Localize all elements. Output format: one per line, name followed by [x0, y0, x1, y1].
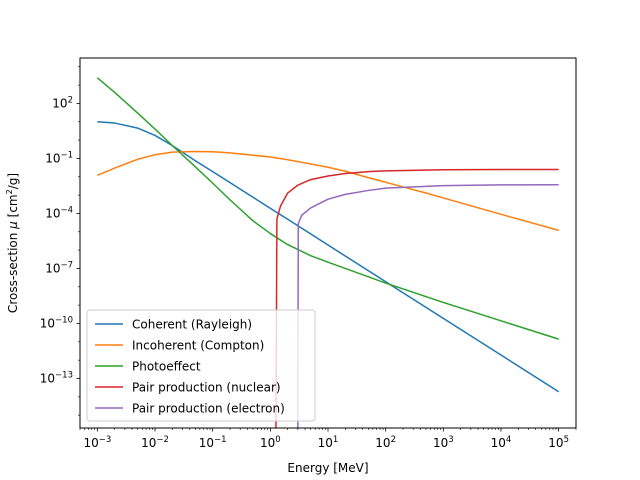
y-tick-label: 10−10: [40, 315, 73, 330]
x-tick-label: 100: [260, 435, 281, 450]
y-axis-label: Cross-section μ [cm2/g]: [5, 173, 20, 313]
y-axis: 10−13 10−10 10−7 10−4 10−1 102: [40, 66, 80, 416]
y-tick-label: 10−1: [45, 150, 73, 165]
series-line-3: [96, 77, 559, 340]
legend-label-5: Pair production (electron): [132, 402, 285, 416]
series-line-4: [275, 168, 559, 428]
x-axis: 10−3 10−2 10−1 100 101 102 103 104 105: [79, 428, 577, 450]
x-tick-label: 105: [548, 435, 569, 450]
series-line-5: [297, 183, 559, 428]
plot-area: [79, 57, 577, 429]
legend-label-2: Incoherent (Compton): [132, 339, 264, 353]
legend-label-3: Photoeffect: [132, 360, 201, 374]
y-tick-label: 10−4: [45, 205, 73, 220]
legend: Coherent (Rayleigh) Incoherent (Compton) P…: [86, 309, 316, 422]
legend-label-4: Pair production (nuclear): [132, 381, 281, 395]
y-tick-label: 102: [52, 95, 73, 110]
series-line-2: [97, 150, 559, 232]
x-axis-label: Energy [MeV]: [287, 461, 368, 475]
series-group: [96, 77, 560, 428]
x-tick-label: 10−3: [83, 435, 111, 450]
y-tick-label: 10−7: [45, 260, 73, 275]
x-tick-label: 102: [375, 435, 396, 450]
legend-box: [86, 309, 316, 422]
x-tick-label: 10−1: [199, 435, 227, 450]
series-line-1: [97, 121, 560, 393]
x-tick-label: 103: [433, 435, 454, 450]
x-tick-label: 104: [491, 435, 512, 450]
x-tick-label: 101: [318, 435, 339, 450]
legend-label-1: Coherent (Rayleigh): [132, 318, 252, 332]
y-tick-label: 10−13: [40, 371, 73, 386]
x-tick-label: 10−2: [141, 435, 169, 450]
